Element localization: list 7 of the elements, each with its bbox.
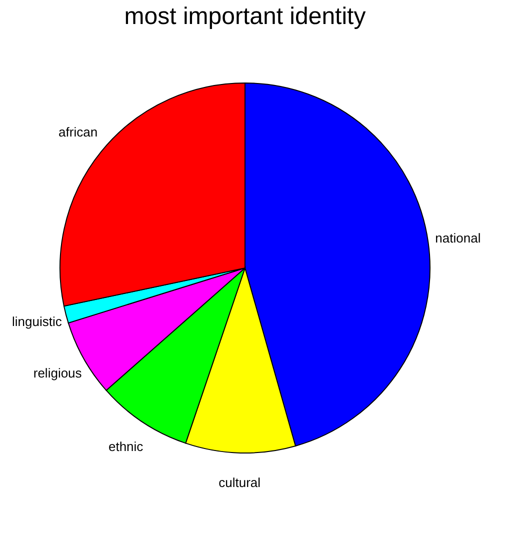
slice-label: national [435,230,481,246]
slice-label: african [58,124,98,140]
slice-label: cultural [218,474,261,490]
slice-label: linguistic [12,314,62,330]
slice-label: ethnic [108,438,144,454]
slice-label: religious [33,365,82,380]
chart-title: most important identity [124,3,366,30]
